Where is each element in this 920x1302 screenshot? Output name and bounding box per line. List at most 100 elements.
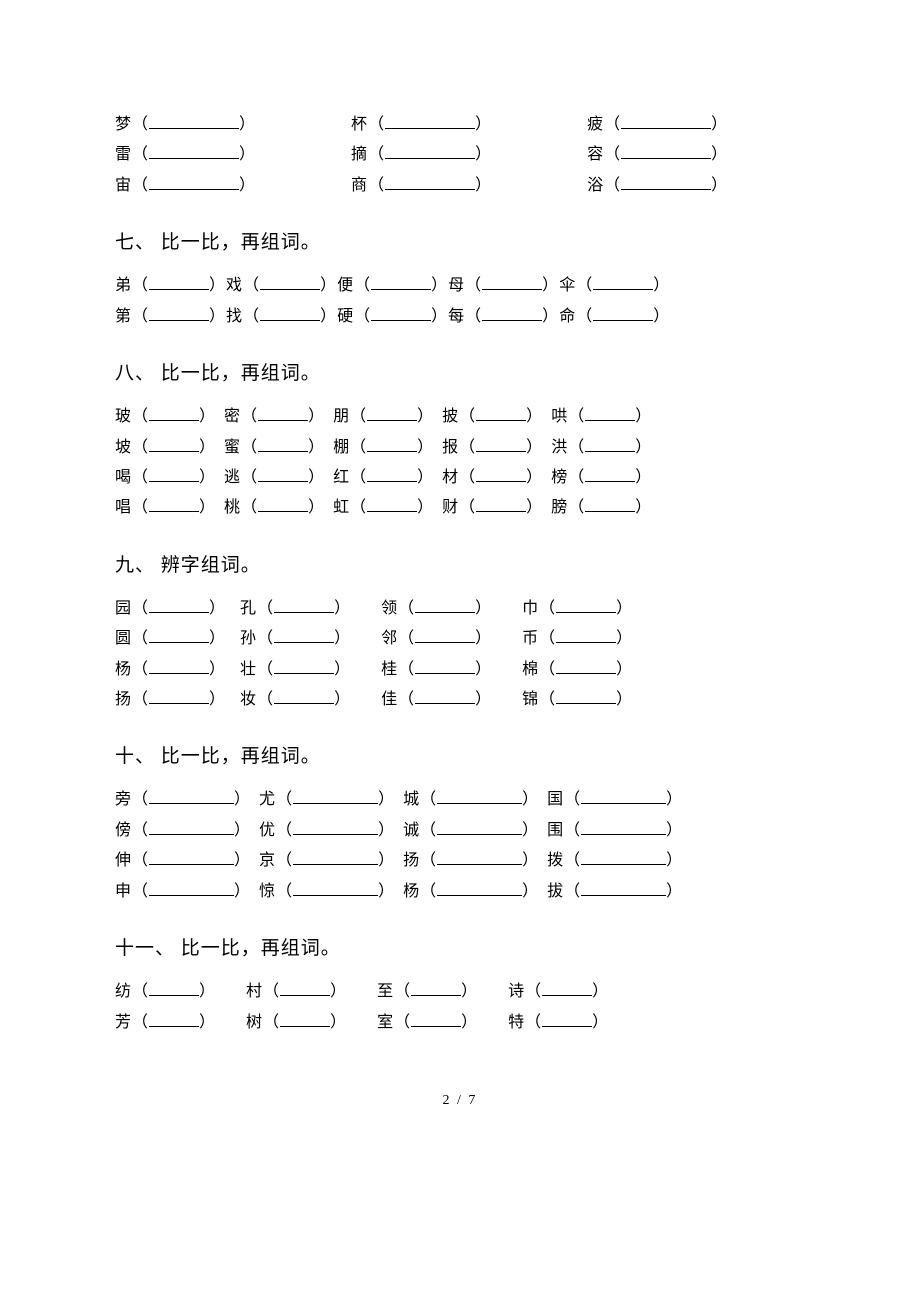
blank[interactable] xyxy=(149,688,209,704)
blank[interactable] xyxy=(482,305,542,321)
blank[interactable] xyxy=(585,405,635,421)
char: 尤 xyxy=(259,791,276,808)
blank[interactable] xyxy=(149,627,209,643)
exercise-row: 申（）惊（）杨（）拔（） xyxy=(115,877,805,907)
blank[interactable] xyxy=(371,305,431,321)
blank[interactable] xyxy=(260,274,320,290)
blank[interactable] xyxy=(542,980,592,996)
blank[interactable] xyxy=(556,627,616,643)
blank[interactable] xyxy=(542,1011,592,1027)
exercise-row: 园（）孔（）领（）巾（） xyxy=(115,594,805,624)
blank[interactable] xyxy=(293,788,378,804)
blank[interactable] xyxy=(149,1011,199,1027)
blank[interactable] xyxy=(593,274,653,290)
blank[interactable] xyxy=(293,880,378,896)
blank[interactable] xyxy=(621,143,711,159)
blank[interactable] xyxy=(258,436,308,452)
blank[interactable] xyxy=(274,688,334,704)
exercise-row: 梦（） 杯（） 疲（） xyxy=(115,110,805,140)
blank[interactable] xyxy=(385,113,475,129)
blank[interactable] xyxy=(149,658,209,674)
blank[interactable] xyxy=(149,819,234,835)
blank[interactable] xyxy=(585,496,635,512)
blank[interactable] xyxy=(621,113,711,129)
blank[interactable] xyxy=(149,405,199,421)
blank[interactable] xyxy=(280,1011,330,1027)
blank[interactable] xyxy=(437,880,522,896)
blank[interactable] xyxy=(149,436,199,452)
blank[interactable] xyxy=(258,405,308,421)
blank[interactable] xyxy=(476,496,526,512)
blank[interactable] xyxy=(149,788,234,804)
char: 孙 xyxy=(240,630,257,647)
blank[interactable] xyxy=(581,819,666,835)
section-title-10: 十、 比一比，再组词。 xyxy=(115,739,805,775)
char: 扬 xyxy=(403,852,420,869)
blank[interactable] xyxy=(482,274,542,290)
blank[interactable] xyxy=(274,627,334,643)
blank[interactable] xyxy=(149,880,234,896)
blank[interactable] xyxy=(476,466,526,482)
blank[interactable] xyxy=(149,496,199,512)
blank[interactable] xyxy=(593,305,653,321)
blank[interactable] xyxy=(556,658,616,674)
blank[interactable] xyxy=(274,658,334,674)
blank[interactable] xyxy=(415,688,475,704)
blank[interactable] xyxy=(293,849,378,865)
blank[interactable] xyxy=(367,405,417,421)
blank[interactable] xyxy=(415,627,475,643)
blank[interactable] xyxy=(274,597,334,613)
blank[interactable] xyxy=(149,274,209,290)
blank[interactable] xyxy=(437,819,522,835)
blank[interactable] xyxy=(476,436,526,452)
blank[interactable] xyxy=(581,880,666,896)
char: 旁 xyxy=(115,791,132,808)
blank[interactable] xyxy=(437,788,522,804)
blank[interactable] xyxy=(367,496,417,512)
blank[interactable] xyxy=(556,688,616,704)
char: 申 xyxy=(115,883,132,900)
blank[interactable] xyxy=(385,174,475,190)
blank[interactable] xyxy=(149,849,234,865)
blank[interactable] xyxy=(585,466,635,482)
char: 每 xyxy=(448,308,465,325)
blank[interactable] xyxy=(260,305,320,321)
blank[interactable] xyxy=(367,466,417,482)
blank[interactable] xyxy=(621,174,711,190)
blank[interactable] xyxy=(476,405,526,421)
blank[interactable] xyxy=(415,658,475,674)
blank[interactable] xyxy=(149,597,209,613)
char: 芳 xyxy=(115,1014,132,1031)
blank[interactable] xyxy=(293,819,378,835)
char: 巾 xyxy=(522,600,539,617)
blank[interactable] xyxy=(556,597,616,613)
blank[interactable] xyxy=(258,466,308,482)
page-number: 2 / 7 xyxy=(115,1088,805,1115)
exercise-row: 圆（）孙（）邻（）币（） xyxy=(115,624,805,654)
blank[interactable] xyxy=(411,1011,461,1027)
blank[interactable] xyxy=(415,597,475,613)
blank[interactable] xyxy=(258,496,308,512)
exercise-row: 杨（）壮（）桂（）棉（） xyxy=(115,655,805,685)
blank[interactable] xyxy=(149,466,199,482)
blank[interactable] xyxy=(367,436,417,452)
blank[interactable] xyxy=(385,143,475,159)
char: 国 xyxy=(547,791,564,808)
blank[interactable] xyxy=(585,436,635,452)
blank[interactable] xyxy=(149,174,239,190)
exercise-row: 第（）找（）硬（）每（）命（） xyxy=(115,302,805,332)
exercise-row: 旁（）尤（）城（）国（） xyxy=(115,785,805,815)
blank[interactable] xyxy=(437,849,522,865)
char: 锦 xyxy=(522,691,539,708)
char: 摘 xyxy=(351,146,368,163)
blank[interactable] xyxy=(149,113,239,129)
blank[interactable] xyxy=(149,143,239,159)
blank[interactable] xyxy=(149,305,209,321)
blank[interactable] xyxy=(581,849,666,865)
blank[interactable] xyxy=(371,274,431,290)
blank[interactable] xyxy=(149,980,199,996)
blank[interactable] xyxy=(581,788,666,804)
blank[interactable] xyxy=(280,980,330,996)
blank[interactable] xyxy=(411,980,461,996)
char: 树 xyxy=(246,1014,263,1031)
